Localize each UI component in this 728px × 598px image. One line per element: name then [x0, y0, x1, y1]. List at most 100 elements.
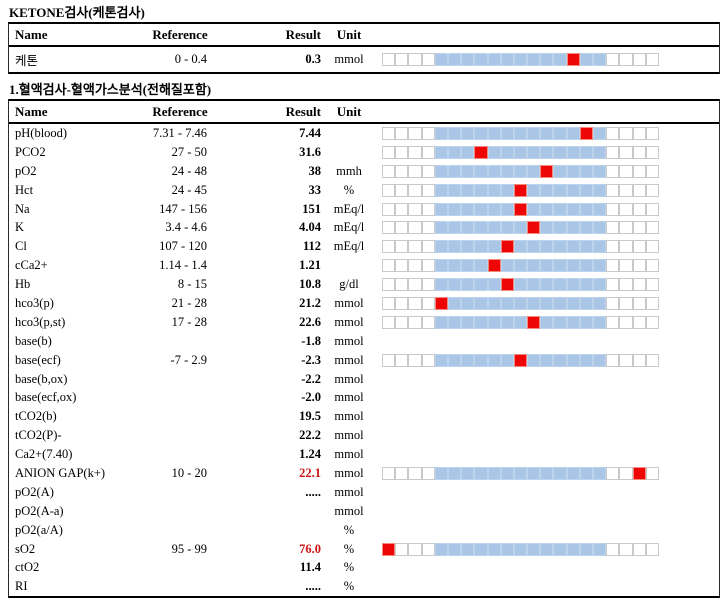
- range-cell-normal: [513, 315, 528, 329]
- unit-label: mmol: [334, 314, 364, 329]
- range-cell-normal: [553, 221, 567, 235]
- range-cell-normal: [566, 353, 580, 367]
- range-cell-normal: [474, 259, 488, 273]
- range-cell-out: [619, 542, 633, 556]
- range-cell-out: [632, 126, 646, 140]
- test-name: Ca2+(7.40): [15, 447, 73, 462]
- range-cell-out: [421, 145, 435, 159]
- result-marker: [513, 202, 528, 216]
- range-bar: [382, 466, 659, 480]
- range-cell-normal: [434, 278, 448, 292]
- range-cell-normal: [513, 259, 528, 273]
- range-cell-out: [382, 466, 396, 480]
- test-name: base(b): [15, 333, 52, 348]
- range-cell-normal: [540, 259, 554, 273]
- range-bar-area: [377, 164, 719, 178]
- range-cell-normal: [461, 164, 475, 178]
- range-cell-normal: [540, 240, 554, 254]
- section-title-ketone: KETONE검사(케톤검사): [9, 5, 145, 20]
- result-value: -2.3: [301, 352, 321, 367]
- range-bar-area: [377, 240, 719, 254]
- range-cell-normal: [553, 278, 567, 292]
- range-cell-normal: [566, 259, 580, 273]
- reference-range: 95 - 99: [171, 541, 207, 556]
- lab-row: pH(blood) 7.31 - 7.46 7.44: [9, 124, 719, 143]
- range-cell-out: [408, 183, 422, 197]
- range-cell-out: [408, 542, 422, 556]
- range-cell-normal: [500, 315, 514, 329]
- lab-row: Na 147 - 156 151 mEq/l: [9, 200, 719, 219]
- range-cell-normal: [540, 278, 554, 292]
- range-cell-out: [395, 542, 409, 556]
- range-cell-out: [606, 240, 620, 254]
- test-name: Hct: [15, 182, 34, 197]
- range-cell-out: [408, 353, 422, 367]
- range-cell-normal: [461, 542, 475, 556]
- lab-row: K 3.4 - 4.6 4.04 mEq/l: [9, 218, 719, 237]
- reference-range: -7 - 2.9: [170, 352, 207, 367]
- unit-label: mmol: [334, 295, 364, 310]
- result-value: -1.8: [301, 333, 321, 348]
- result-marker: [513, 183, 528, 197]
- range-cell-normal: [527, 353, 541, 367]
- result-marker: [434, 296, 448, 310]
- result-marker: [579, 126, 594, 140]
- range-cell-normal: [553, 183, 567, 197]
- range-cell-out: [382, 315, 396, 329]
- range-cell-normal: [593, 315, 607, 329]
- range-bar-area: [377, 542, 719, 556]
- range-cell-normal: [593, 126, 607, 140]
- range-cell-out: [632, 53, 646, 66]
- result-value: 22.1: [299, 465, 321, 480]
- lab-row: Cl 107 - 120 112 mEq/l: [9, 237, 719, 256]
- test-name: base(ecf): [15, 352, 61, 367]
- column-header-result: Result: [285, 103, 321, 119]
- range-cell-normal: [434, 466, 448, 480]
- range-cell-out: [395, 183, 409, 197]
- range-cell-normal: [461, 466, 475, 480]
- reference-range: 8 - 15: [177, 277, 207, 292]
- range-cell-normal: [553, 145, 567, 159]
- range-cell-out: [382, 164, 396, 178]
- range-cell-normal: [527, 466, 541, 480]
- range-cell-normal: [474, 126, 488, 140]
- range-cell-normal: [593, 202, 607, 216]
- unit-label: mmol: [334, 409, 364, 424]
- unit-label: mmol: [334, 52, 364, 66]
- test-name: hco3(p,st): [15, 314, 66, 329]
- range-bar-area: [377, 221, 719, 235]
- range-bar: [382, 202, 659, 216]
- range-cell-normal: [513, 240, 528, 254]
- range-cell-normal: [500, 183, 514, 197]
- range-cell-normal: [447, 221, 462, 235]
- reference-range: 24 - 48: [171, 163, 207, 178]
- range-cell-normal: [474, 202, 488, 216]
- range-cell-out: [619, 259, 633, 273]
- range-cell-normal: [487, 126, 501, 140]
- range-cell-normal: [579, 202, 594, 216]
- range-cell-normal: [434, 353, 448, 367]
- range-cell-normal: [500, 145, 514, 159]
- range-cell-normal: [487, 145, 501, 159]
- test-name: base(b,ox): [15, 371, 68, 386]
- range-cell-normal: [500, 296, 514, 310]
- ketone-table-body: 케톤 0 - 0.4 0.3 mmol: [9, 47, 719, 72]
- range-cell-normal: [487, 353, 501, 367]
- range-cell-normal: [487, 183, 501, 197]
- range-cell-out: [421, 296, 435, 310]
- range-cell-normal: [500, 221, 514, 235]
- range-cell-out: [421, 221, 435, 235]
- range-cell-normal: [434, 542, 448, 556]
- range-bar: [382, 542, 659, 556]
- range-cell-normal: [513, 145, 528, 159]
- range-cell-out: [645, 466, 659, 480]
- range-bar-area: [377, 145, 719, 159]
- result-value: 22.2: [299, 428, 321, 443]
- range-cell-out: [632, 315, 646, 329]
- range-cell-out: [619, 126, 633, 140]
- range-cell-normal: [540, 542, 554, 556]
- range-cell-out: [606, 296, 620, 310]
- reference-range: 1.14 - 1.4: [159, 258, 207, 273]
- range-cell-out: [619, 240, 633, 254]
- lab-row: Ca2+(7.40) 1.24 mmol: [9, 445, 719, 464]
